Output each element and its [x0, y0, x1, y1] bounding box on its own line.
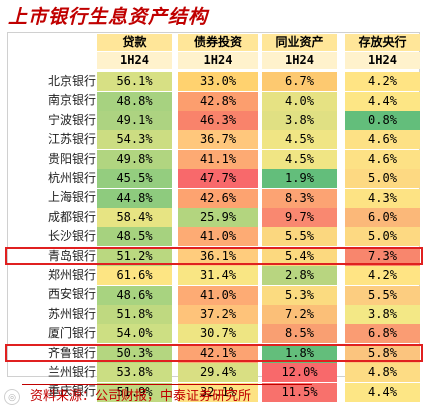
table-cell: 48.6%: [97, 285, 172, 305]
table-cell: 6.7%: [262, 72, 337, 92]
column-header-1: 债券投资: [178, 34, 258, 51]
column-header-0: 贷款: [97, 34, 172, 51]
table-cell: 6.0%: [345, 208, 420, 227]
table-cell: 47.7%: [178, 169, 258, 189]
table-cell: 42.8%: [178, 91, 258, 111]
bank-name: 杭州银行: [47, 171, 96, 185]
table-cell: 5.0%: [345, 227, 420, 247]
table-cell: 61.6%: [97, 266, 172, 286]
table-cell: 41.1%: [178, 149, 258, 169]
bank-name: 西安银行: [47, 287, 96, 302]
table-cell: 53.8%: [97, 363, 172, 383]
table-cell: 5.4%: [262, 246, 337, 266]
table-cell: 37.2%: [178, 305, 258, 324]
column-period-3: 1H24: [345, 52, 420, 69]
table-cell: 1.9%: [262, 169, 337, 189]
column-period-0: 1H24: [97, 52, 172, 69]
table-cell: 4.4%: [345, 382, 420, 402]
table-cell: 42.6%: [178, 188, 258, 208]
table-cell: 48.5%: [97, 227, 172, 247]
table-cell: 51.9%: [97, 382, 172, 402]
column-period-2: 1H24: [262, 52, 337, 69]
column-period-1: 1H24: [178, 52, 258, 69]
table-cell: 4.4%: [345, 91, 420, 111]
table-cell: 41.0%: [178, 285, 258, 305]
table-cell: 31.4%: [178, 266, 258, 286]
page-title: 上市银行生息资产结构: [8, 6, 209, 28]
table-cell: 30.7%: [178, 324, 258, 344]
table-cell: 58.4%: [97, 208, 172, 227]
bank-name: 齐鲁银行: [47, 345, 96, 360]
table-cell: 0.8%: [345, 111, 420, 130]
table-cell: 7.3%: [345, 246, 420, 266]
table-cell: 4.6%: [345, 130, 420, 150]
watermark-icon: ◎: [4, 389, 20, 405]
table-cell: 3.8%: [345, 305, 420, 324]
table-cell: 5.5%: [345, 285, 420, 305]
table-cell: 25.9%: [178, 208, 258, 227]
table-cell: 4.5%: [262, 130, 337, 150]
source-divider: [22, 384, 312, 385]
table-cell: 8.3%: [262, 188, 337, 208]
table-cell: 4.8%: [345, 363, 420, 383]
bank-name: 兰州银行: [47, 365, 96, 379]
table-cell: 3.8%: [262, 111, 337, 130]
table-cell: 8.5%: [262, 324, 337, 344]
bank-name: 郑州银行: [47, 268, 96, 282]
table-cell: 4.0%: [262, 91, 337, 111]
table-cell: 49.1%: [97, 111, 172, 130]
bank-name: 青岛银行: [47, 248, 96, 263]
bank-name: 贵阳银行: [47, 151, 96, 166]
table-cell: 5.5%: [262, 227, 337, 247]
bank-name: 宁波银行: [47, 112, 96, 127]
bank-name: 江苏银行: [47, 132, 96, 147]
column-header-2: 同业资产: [262, 34, 337, 51]
table-cell: 5.3%: [262, 285, 337, 305]
table-cell: 1.8%: [262, 343, 337, 363]
table-cell: 44.8%: [97, 188, 172, 208]
table-cell: 7.2%: [262, 305, 337, 324]
table-cell: 2.8%: [262, 266, 337, 286]
table-cell: 5.0%: [345, 169, 420, 189]
bank-name: 重庆银行: [47, 384, 96, 399]
bank-name: 苏州银行: [47, 306, 96, 321]
table-cell: 36.7%: [178, 130, 258, 150]
bank-name: 成都银行: [47, 209, 96, 224]
bank-name: 上海银行: [47, 190, 96, 205]
table-cell: 29.4%: [178, 363, 258, 383]
table-cell: 11.5%: [262, 382, 337, 402]
table-cell: 4.2%: [345, 266, 420, 286]
table-cell: 33.0%: [178, 72, 258, 92]
table-cell: 6.8%: [345, 324, 420, 344]
table-cell: 50.3%: [97, 343, 172, 363]
table-cell: 45.5%: [97, 169, 172, 189]
table-cell: 4.2%: [345, 72, 420, 92]
column-header-3: 存放央行: [345, 34, 420, 51]
table-cell: 9.7%: [262, 208, 337, 227]
table-cell: 32.1%: [178, 382, 258, 402]
table-cell: 5.8%: [345, 343, 420, 363]
table-cell: 56.1%: [97, 72, 172, 92]
table-cell: 42.1%: [178, 343, 258, 363]
table-cell: 4.6%: [345, 149, 420, 169]
bank-name: 南京银行: [47, 93, 96, 108]
table-cell: 41.0%: [178, 227, 258, 247]
bank-name: 北京银行: [47, 74, 96, 88]
source-note: 资料来源：公司财报，中泰证券研究所: [30, 389, 252, 404]
table-cell: 54.3%: [97, 130, 172, 150]
bank-name: 厦门银行: [47, 326, 96, 341]
table-cell: 51.2%: [97, 246, 172, 266]
table-cell: 51.8%: [97, 305, 172, 324]
table-cell: 4.3%: [345, 188, 420, 208]
table-cell: 48.8%: [97, 91, 172, 111]
table-cell: 36.1%: [178, 246, 258, 266]
table-cell: 46.3%: [178, 111, 258, 130]
table-cell: 54.0%: [97, 324, 172, 344]
table-cell: 12.0%: [262, 363, 337, 383]
table-cell: 49.8%: [97, 149, 172, 169]
table-cell: 4.5%: [262, 149, 337, 169]
bank-name: 长沙银行: [47, 229, 96, 244]
